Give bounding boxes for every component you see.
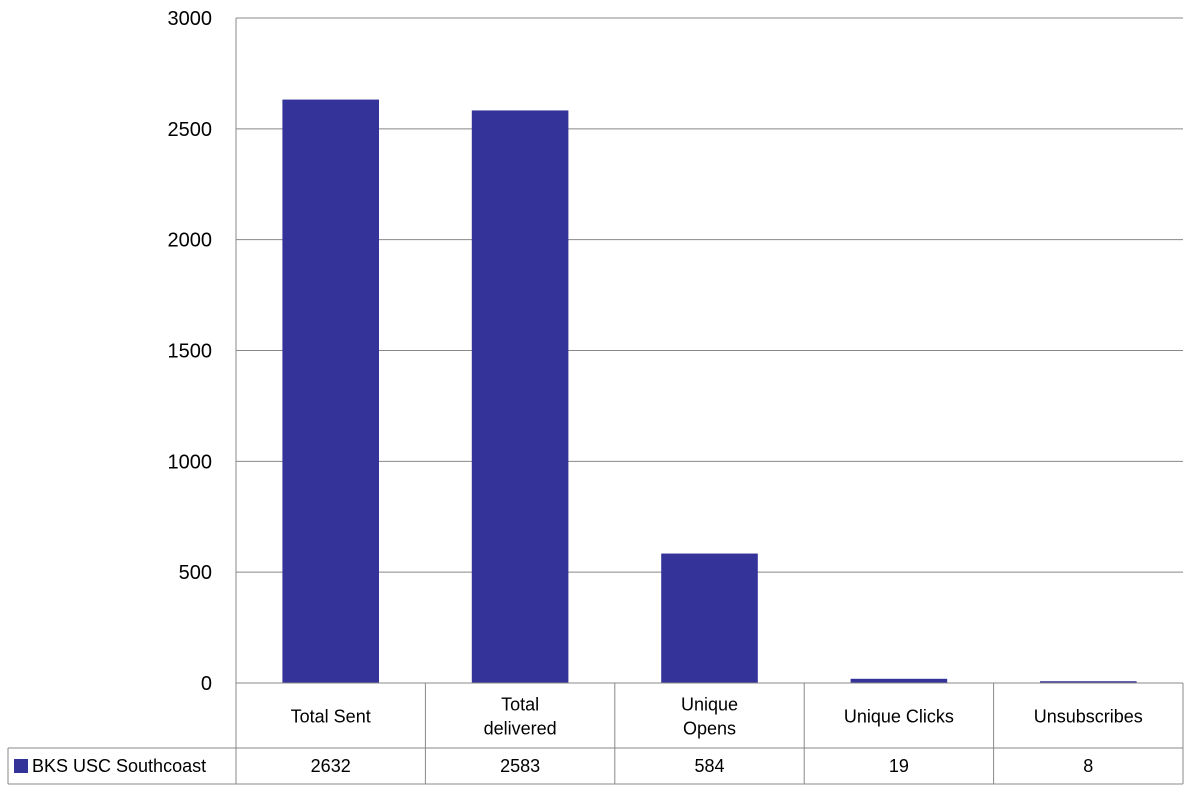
axes <box>235 18 1183 784</box>
data-table-value: 19 <box>889 756 909 776</box>
x-category-label: Total Sent <box>291 707 371 727</box>
x-category-label: Unique <box>681 695 738 715</box>
data-table-value: 2583 <box>500 756 540 776</box>
x-category-label: Total <box>501 695 539 715</box>
data-table-value: 584 <box>694 756 724 776</box>
y-tick-label: 1000 <box>168 451 213 473</box>
data-table-value: 8 <box>1083 756 1093 776</box>
bars <box>282 99 1137 683</box>
y-tick-label: 500 <box>179 562 212 584</box>
bar <box>661 553 758 683</box>
bar <box>1040 681 1137 683</box>
gridlines <box>236 17 1183 573</box>
x-category-label: Opens <box>683 719 736 739</box>
y-tick-label: 0 <box>201 673 212 695</box>
x-category-label: delivered <box>484 719 557 739</box>
legend-label: BKS USC Southcoast <box>32 756 206 776</box>
bar <box>850 678 948 683</box>
y-tick-label: 3000 <box>168 8 213 30</box>
legend-swatch <box>14 759 28 773</box>
data-table: Total Sent Total delivered Unique Opens Uniqu… <box>7 683 1184 785</box>
x-category-label: Unique Clicks <box>844 707 954 727</box>
bar <box>282 99 379 683</box>
y-axis-tick-labels: 0 500 1000 1500 2000 2500 3000 <box>168 8 213 695</box>
bar <box>471 110 569 683</box>
y-tick-label: 1500 <box>168 341 213 363</box>
y-tick-label: 2500 <box>168 119 213 141</box>
y-tick-label: 2000 <box>168 230 213 252</box>
x-category-label: Unsubscribes <box>1034 707 1143 727</box>
data-table-value: 2632 <box>311 756 351 776</box>
